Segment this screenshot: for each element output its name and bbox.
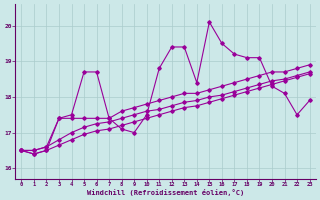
X-axis label: Windchill (Refroidissement éolien,°C): Windchill (Refroidissement éolien,°C) bbox=[87, 189, 244, 196]
